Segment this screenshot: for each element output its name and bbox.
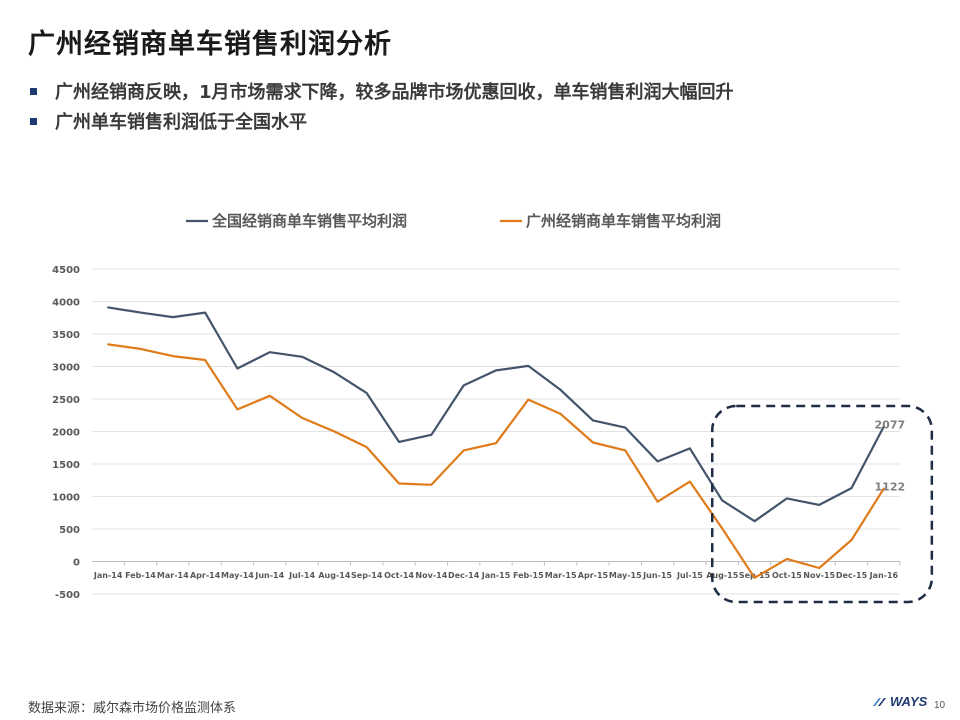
x-tick-label: Jan-15 <box>481 571 511 580</box>
x-tick-label: Jul-15 <box>676 571 703 580</box>
x-tick-label: May-15 <box>609 571 642 580</box>
x-tick-label: Oct-15 <box>772 571 802 580</box>
y-tick-label: 4000 <box>52 298 80 309</box>
bullet-text: 广州经销商反映，1月市场需求下降，较多品牌市场优惠回收，单车销售利润大幅回升 <box>55 82 734 103</box>
data-label: 2077 <box>875 418 906 431</box>
x-tick-label: May-14 <box>221 571 254 580</box>
x-tick-label: Aug-14 <box>318 571 351 580</box>
page-title: 广州经销商单车销售利润分析 <box>28 29 392 60</box>
y-tick-label: 2000 <box>52 428 80 439</box>
x-tick-label: Apr-15 <box>578 571 609 580</box>
y-tick-label: 3500 <box>52 330 80 341</box>
x-tick-label: Jan-14 <box>93 571 123 580</box>
y-tick-label: 0 <box>73 558 80 569</box>
x-tick-label: Nov-15 <box>803 571 835 580</box>
x-tick-label: Mar-15 <box>545 571 577 580</box>
y-tick-label: 3000 <box>52 363 80 374</box>
logo-swoosh-icon <box>873 697 886 706</box>
bullet-item: 广州单车销售利润低于全国水平 <box>30 106 734 136</box>
x-tick-label: Jul-14 <box>288 571 315 580</box>
y-tick-label: 4500 <box>52 265 80 276</box>
x-tick-label: Sep-15 <box>739 571 771 580</box>
bullet-text: 广州单车销售利润低于全国水平 <box>55 112 307 133</box>
x-tick-label: Jan-16 <box>869 571 899 580</box>
x-tick-label: Feb-14 <box>125 571 156 580</box>
highlight-box <box>710 404 934 604</box>
page-number: 10 <box>934 700 946 711</box>
x-tick-label: Nov-14 <box>415 571 447 580</box>
x-tick-label: Apr-14 <box>190 571 221 580</box>
legend-label: 广州经销商单车销售平均利润 <box>526 212 721 230</box>
x-tick-label: Dec-15 <box>836 571 868 580</box>
series-line-0 <box>107 306 885 523</box>
bullet-list: 广州经销商反映，1月市场需求下降，较多品牌市场优惠回收，单车销售利润大幅回升 广… <box>30 76 734 136</box>
series-line-1 <box>107 343 885 579</box>
ways-logo: WAYS <box>872 694 927 709</box>
bullet-square-icon <box>30 87 37 95</box>
x-tick-label: Jun-14 <box>254 571 284 580</box>
y-tick-label: 1500 <box>52 460 80 471</box>
x-tick-label: Jun-15 <box>642 571 672 580</box>
bullet-square-icon <box>30 117 37 125</box>
y-tick-label: 500 <box>59 525 80 536</box>
x-tick-label: Sep-14 <box>351 571 383 580</box>
y-tick-label: 2500 <box>52 395 80 406</box>
x-tick-label: Mar-14 <box>157 571 189 580</box>
x-tick-label: Dec-14 <box>448 571 480 580</box>
bullet-item: 广州经销商反映，1月市场需求下降，较多品牌市场优惠回收，单车销售利润大幅回升 <box>30 76 734 106</box>
y-tick-label: -500 <box>55 590 80 601</box>
x-tick-label: Oct-14 <box>384 571 414 580</box>
y-tick-label: 1000 <box>52 493 80 504</box>
x-tick-label: Feb-15 <box>513 571 544 580</box>
data-source-note: 数据来源：威尔森市场价格监测体系 <box>28 701 237 716</box>
logo-text: WAYS <box>890 694 928 709</box>
legend-label: 全国经销商单车销售平均利润 <box>211 212 407 230</box>
data-label: 1122 <box>875 481 906 494</box>
x-tick-label: Aug-15 <box>706 571 739 580</box>
